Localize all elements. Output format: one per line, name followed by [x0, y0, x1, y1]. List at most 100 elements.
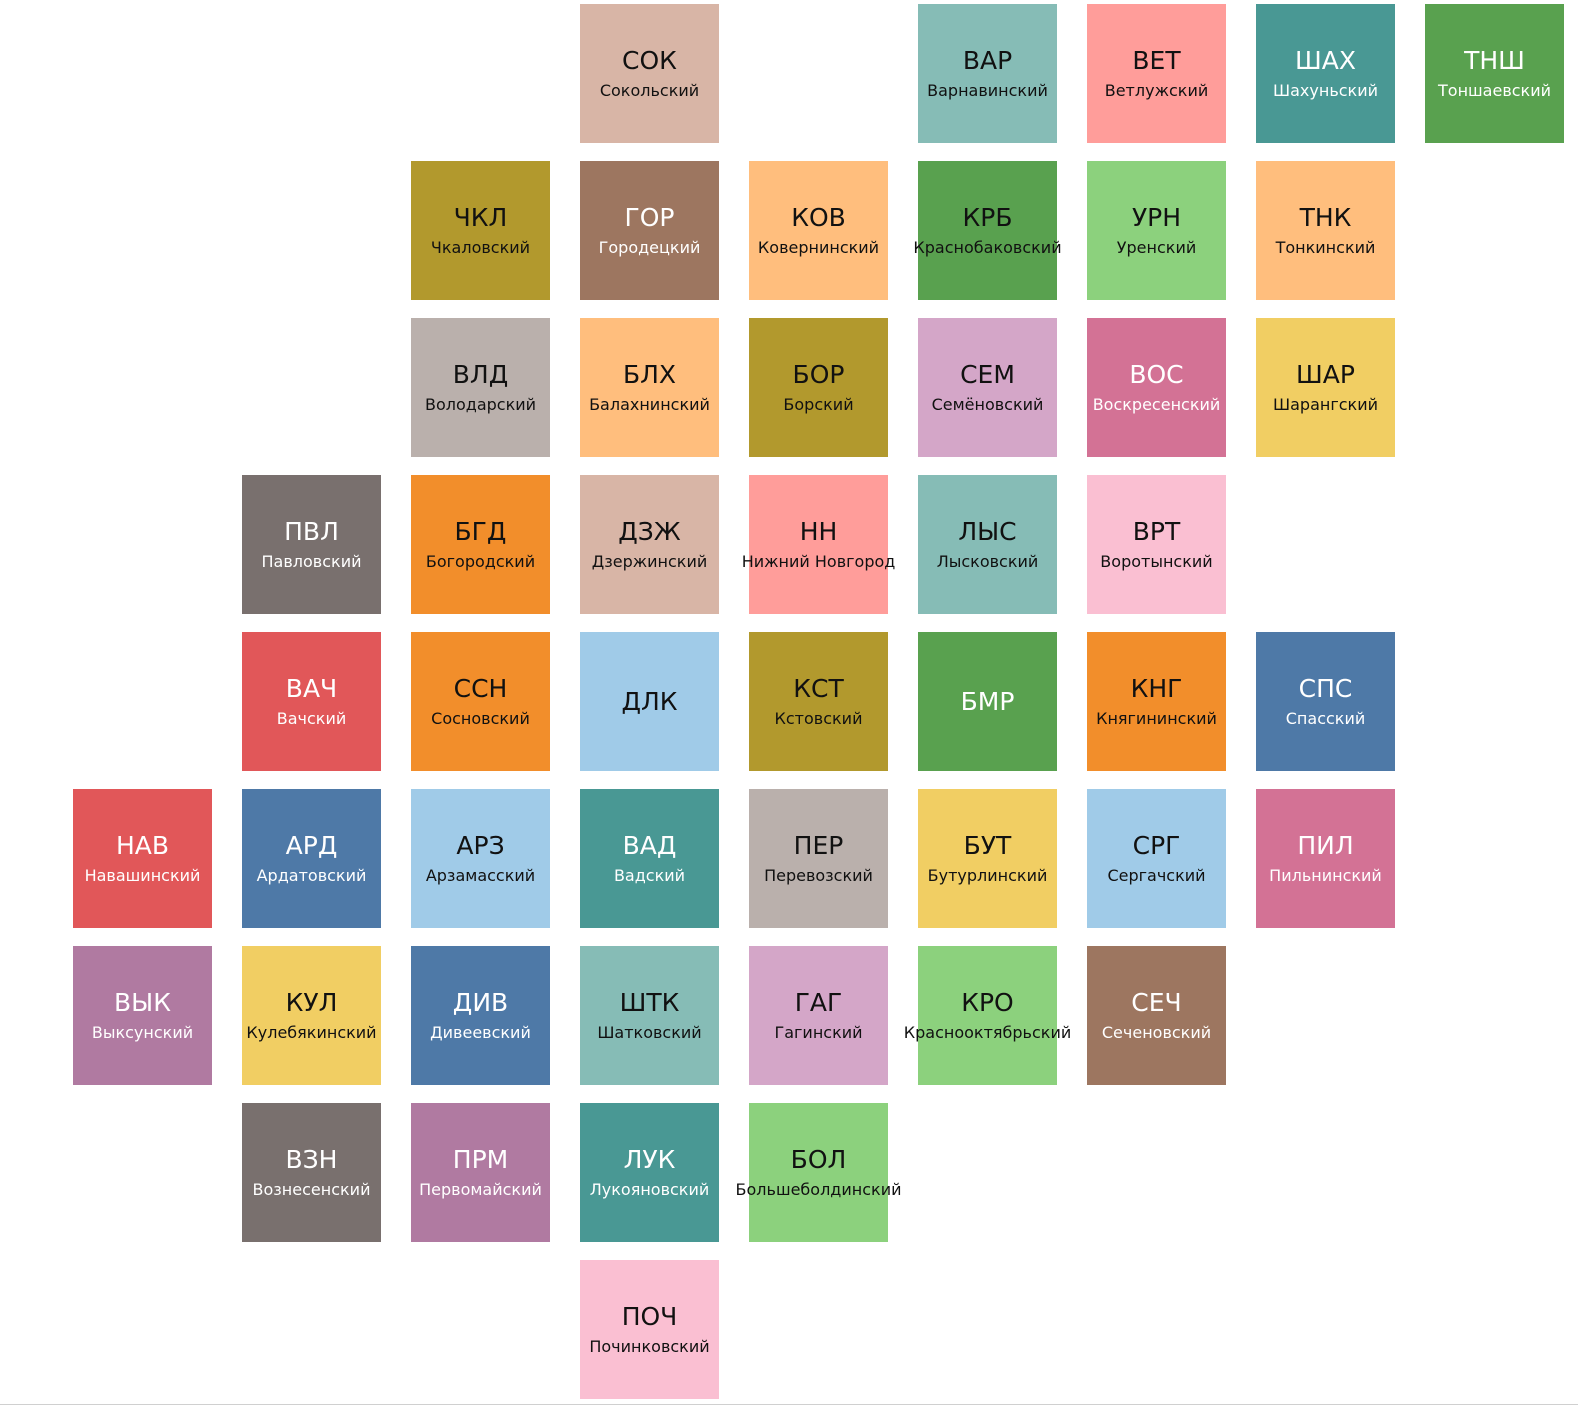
tile-abbreviation: ДЗЖ — [618, 516, 681, 546]
tile-abbreviation: ВОС — [1129, 359, 1184, 389]
tile-district-name: Уренский — [1116, 237, 1197, 257]
map-tile: ПВЛ Павловский — [242, 475, 381, 614]
tile-abbreviation: ЛЫС — [958, 516, 1017, 546]
tile-abbreviation: ПИЛ — [1297, 830, 1354, 860]
map-tile: ВЫК Выксунский — [73, 946, 212, 1085]
tile-abbreviation: ССН — [453, 673, 508, 703]
tile-abbreviation: ЛУК — [623, 1144, 676, 1174]
tile-abbreviation: ПРМ — [452, 1144, 509, 1174]
tile-district-name: Шатковский — [597, 1022, 702, 1042]
tile-abbreviation: ВАР — [962, 45, 1013, 75]
tile-abbreviation: БГД — [454, 516, 507, 546]
map-tile: ВАЧ Вачский — [242, 632, 381, 771]
tile-abbreviation: ВРТ — [1132, 516, 1181, 546]
tile-district-name: Сергачский — [1107, 865, 1206, 885]
map-tile: ДИВ Дивеевский — [411, 946, 550, 1085]
tile-district-name: Балахнинский — [589, 394, 710, 414]
map-tile: СРГ Сергачский — [1087, 789, 1226, 928]
map-tile: КНГ Княгининский — [1087, 632, 1226, 771]
map-tile: УРН Уренский — [1087, 161, 1226, 300]
tile-district-name: Выксунский — [91, 1022, 194, 1042]
map-tile: БГД Богородский — [411, 475, 550, 614]
tile-district-name: Княгининский — [1096, 708, 1217, 728]
tile-district-name: Пильнинский — [1269, 865, 1382, 885]
tile-abbreviation: ПВЛ — [284, 516, 339, 546]
map-tile: ШАХ Шахуньский — [1256, 4, 1395, 143]
bottom-divider — [0, 1404, 1578, 1405]
map-tile: СЕЧ Сеченовский — [1087, 946, 1226, 1085]
map-tile: БУТ Бутурлинский — [918, 789, 1057, 928]
tile-abbreviation: ШТК — [619, 987, 680, 1017]
tile-district-name: Шарангский — [1273, 394, 1378, 414]
tile-abbreviation: ШАХ — [1295, 45, 1356, 75]
tile-district-name: Кулебякинский — [246, 1022, 377, 1042]
tile-abbreviation: КРО — [961, 987, 1014, 1017]
tile-abbreviation: ВЕТ — [1132, 45, 1181, 75]
map-tile: СПС Спасский — [1256, 632, 1395, 771]
tile-abbreviation: ПОЧ — [621, 1301, 678, 1331]
map-tile: БОР Борский — [749, 318, 888, 457]
map-tile: ДЛК — [580, 632, 719, 771]
map-tile: ВЗН Вознесенский — [242, 1103, 381, 1242]
map-tile: СЕМ Семёновский — [918, 318, 1057, 457]
map-tile: БЛХ Балахнинский — [580, 318, 719, 457]
map-tile: ПРМ Первомайский — [411, 1103, 550, 1242]
tile-abbreviation: ТНК — [1299, 202, 1352, 232]
tile-district-name: Воротынский — [1100, 551, 1213, 571]
map-tile: ЧКЛ Чкаловский — [411, 161, 550, 300]
map-tile: НАВ Навашинский — [73, 789, 212, 928]
tile-district-name: Лукояновский — [589, 1179, 710, 1199]
tile-district-name: Семёновский — [931, 394, 1044, 414]
tile-abbreviation: КРБ — [962, 202, 1013, 232]
tile-district-name: Богородский — [425, 551, 536, 571]
map-tile: ВАД Вадский — [580, 789, 719, 928]
tile-district-name: Павловский — [261, 551, 362, 571]
tile-abbreviation: ДИВ — [452, 987, 509, 1017]
tile-district-name: Лысковский — [936, 551, 1039, 571]
tile-district-name: Володарский — [424, 394, 537, 414]
map-tile: ЛУК Лукояновский — [580, 1103, 719, 1242]
tile-district-name: Краснобаковский — [913, 237, 1062, 257]
tile-district-name: Городецкий — [598, 237, 701, 257]
tile-abbreviation: НН — [799, 516, 838, 546]
tile-abbreviation: КСТ — [793, 673, 844, 703]
map-tile: ВЕТ Ветлужский — [1087, 4, 1226, 143]
tile-district-name: Ветлужский — [1104, 80, 1209, 100]
tile-district-name: Тоншаевский — [1438, 80, 1551, 100]
tile-abbreviation: КУЛ — [285, 987, 338, 1017]
map-tile: БОЛ Большеболдинский — [736, 1103, 901, 1242]
tile-district-name: Большеболдинский — [735, 1179, 902, 1199]
tile-district-name: Сосновский — [431, 708, 530, 728]
map-tile: ВАР Варнавинский — [918, 4, 1057, 143]
tile-abbreviation: ГОР — [624, 202, 675, 232]
tile-abbreviation: ТНШ — [1464, 45, 1525, 75]
map-tile: ПИЛ Пильнинский — [1256, 789, 1395, 928]
tile-abbreviation: ВАД — [622, 830, 677, 860]
tile-district-name: Нижний Новгород — [741, 551, 896, 571]
tile-district-name: Перевозский — [764, 865, 873, 885]
map-tile: ССН Сосновский — [411, 632, 550, 771]
tile-district-name: Сеченовский — [1101, 1022, 1212, 1042]
map-tile: ПОЧ Починковский — [580, 1260, 719, 1399]
tile-abbreviation: АРЗ — [456, 830, 505, 860]
map-tile: ТНШ Тоншаевский — [1425, 4, 1564, 143]
tile-abbreviation: ВЗН — [285, 1144, 338, 1174]
tile-abbreviation: ГАГ — [794, 987, 843, 1017]
map-tile: АРЗ Арзамасский — [411, 789, 550, 928]
map-tile: ВОС Воскресенский — [1087, 318, 1226, 457]
tile-abbreviation: ЧКЛ — [453, 202, 508, 232]
map-tile: КРБ Краснобаковский — [913, 161, 1062, 300]
map-tile: БМР — [918, 632, 1057, 771]
tile-district-name: Тонкинский — [1275, 237, 1376, 257]
tile-district-name: Вачский — [276, 708, 347, 728]
map-tile: ДЗЖ Дзержинский — [580, 475, 719, 614]
tile-abbreviation: ПЕР — [793, 830, 844, 860]
tile-abbreviation: КНГ — [1130, 673, 1183, 703]
map-tile: ШТК Шатковский — [580, 946, 719, 1085]
tile-district-name: Навашинский — [84, 865, 201, 885]
tile-abbreviation: НАВ — [115, 830, 170, 860]
tile-abbreviation: СРГ — [1132, 830, 1181, 860]
tile-abbreviation: УРН — [1131, 202, 1182, 232]
tile-abbreviation: БОЛ — [790, 1144, 847, 1174]
